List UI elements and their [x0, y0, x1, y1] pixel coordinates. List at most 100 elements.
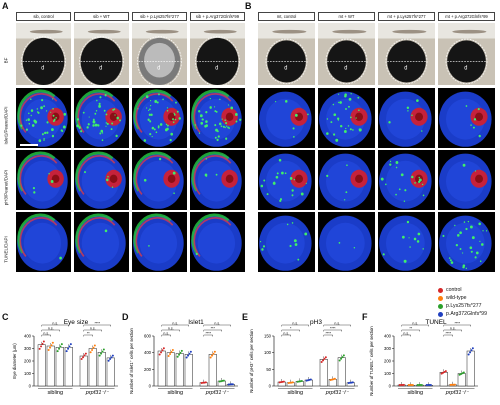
point-0-2-1 [58, 347, 61, 350]
point-0-2-1 [178, 353, 181, 356]
sig-bracket-0 [401, 334, 411, 337]
y-tick-label-3: 300 [384, 346, 392, 351]
image-b-tunel-0 [258, 212, 315, 272]
condition-label-sib-wt: sib + WT [74, 12, 129, 21]
legend-item-control: control [438, 286, 487, 294]
point-0-2-3 [300, 379, 303, 382]
point-0-0-2 [41, 342, 44, 345]
y-tick-label-2: 100 [264, 350, 272, 355]
sig-bracket-4 [443, 329, 462, 332]
image-b-bf-1: d [318, 23, 375, 85]
image-b-ph3-0 [258, 150, 315, 210]
point-0-1-1 [409, 384, 412, 386]
point-0-1-3 [171, 349, 174, 351]
svg-text:d: d [215, 65, 218, 71]
point-1-2-3 [342, 354, 345, 357]
image-a-tunel-2 [132, 212, 187, 272]
point-0-2-0 [56, 350, 59, 353]
point-0-3-3 [429, 384, 432, 386]
sig-label-3: **** [325, 331, 331, 335]
point-1-0-1 [322, 359, 325, 362]
point-0-0-3 [282, 380, 285, 383]
point-0-0-3 [402, 383, 405, 386]
point-0-2-0 [416, 384, 419, 386]
point-0-1-2 [170, 351, 173, 353]
bar-1-2 [337, 357, 346, 387]
svg-text:d: d [344, 65, 347, 71]
svg-text:d: d [464, 65, 467, 71]
chart-title: Islet1 [188, 319, 204, 326]
point-0-0-0 [38, 347, 41, 350]
image-a-islet-1 [74, 88, 129, 148]
point-1-3-3 [231, 383, 234, 386]
point-0-0-0 [158, 353, 161, 356]
sig-label-3: ** [87, 331, 90, 335]
point-1-3-3 [111, 354, 114, 357]
point-0-1-2 [410, 384, 413, 386]
sig-bracket-4 [203, 329, 222, 332]
point-1-2-3 [102, 348, 105, 351]
point-1-0-3 [444, 370, 447, 373]
point-0-1-0 [47, 349, 50, 351]
image-a-bf-2: d [132, 23, 187, 85]
sig-label-5: n.s. [214, 321, 220, 325]
legend-dot-lys257 [438, 303, 443, 309]
bar-1-2 [97, 352, 106, 387]
bar-1-0 [319, 359, 328, 387]
row-label-bf: BF [3, 57, 9, 64]
point-0-3-3 [309, 378, 312, 381]
y-tick-label-3: 150 [264, 334, 272, 339]
legend-item-lys257: p.Lys257fs*277 [438, 302, 487, 310]
sig-bracket-3 [83, 334, 93, 337]
point-0-1-1 [49, 346, 52, 349]
group-label-1: prpf31⁻/⁻ [325, 390, 350, 396]
panel-letter-e: E [242, 312, 249, 322]
condition-label-sib-arg372: sib + p.Arg372Glnfs*99 [190, 12, 245, 21]
point-1-3-3 [471, 347, 474, 350]
group-label-0: sibling [167, 390, 183, 396]
sig-label-2: n.s. [172, 321, 178, 325]
point-0-0-1 [400, 384, 403, 386]
sig-label-1: ** [409, 326, 412, 330]
image-a-islet-2 [132, 88, 187, 148]
sig-bracket-3 [443, 334, 453, 337]
sig-bracket-3 [323, 334, 333, 337]
image-b-islet-1 [318, 88, 375, 148]
y-tick-label-1: 50 [266, 367, 271, 372]
y-axis-label: Eye diameter (µm) [12, 343, 17, 379]
sig-bracket-2 [281, 324, 309, 327]
sig-label-0: n.s. [163, 331, 169, 335]
sig-bracket-4 [83, 329, 102, 332]
legend-label-wild-type: wild-type [446, 295, 467, 301]
bar-0-1 [166, 352, 175, 387]
sig-bracket-5 [83, 324, 111, 327]
point-0-2-3 [420, 384, 423, 386]
sig-bracket-1 [281, 329, 300, 332]
legend-label-control: control [446, 287, 462, 293]
svg-text:d: d [404, 65, 407, 71]
point-1-1-3 [213, 350, 216, 353]
image-b-islet-2 [378, 88, 435, 148]
point-1-3-0 [467, 353, 470, 356]
chart-eye-size: Eye size Eye diameter (µm) 0 100 200 300 400 si… [4, 318, 122, 404]
y-tick-label-1: 100 [24, 371, 32, 376]
sig-bracket-0 [161, 334, 171, 337]
group-label-0: sibling [47, 390, 63, 396]
point-0-1-3 [411, 384, 414, 386]
group-label-1: prpf31⁻/⁻ [205, 390, 230, 396]
point-0-3-2 [188, 352, 191, 355]
y-tick-label-0: 0 [29, 384, 32, 389]
point-1-2-3 [462, 371, 465, 374]
scale-bar [20, 144, 38, 146]
sig-bracket-1 [161, 329, 180, 332]
image-b-ph3-1 [318, 150, 375, 210]
point-0-0-3 [42, 340, 45, 343]
point-1-2-0 [338, 359, 341, 362]
bar-0-0 [37, 344, 46, 387]
sig-bracket-4 [323, 329, 342, 332]
image-b-islet-3 [438, 88, 495, 148]
point-1-3-2 [470, 349, 473, 352]
bar-1-0 [79, 355, 88, 387]
point-0-0-1 [40, 345, 43, 348]
legend-item-wild-type: wild-type [438, 294, 487, 302]
